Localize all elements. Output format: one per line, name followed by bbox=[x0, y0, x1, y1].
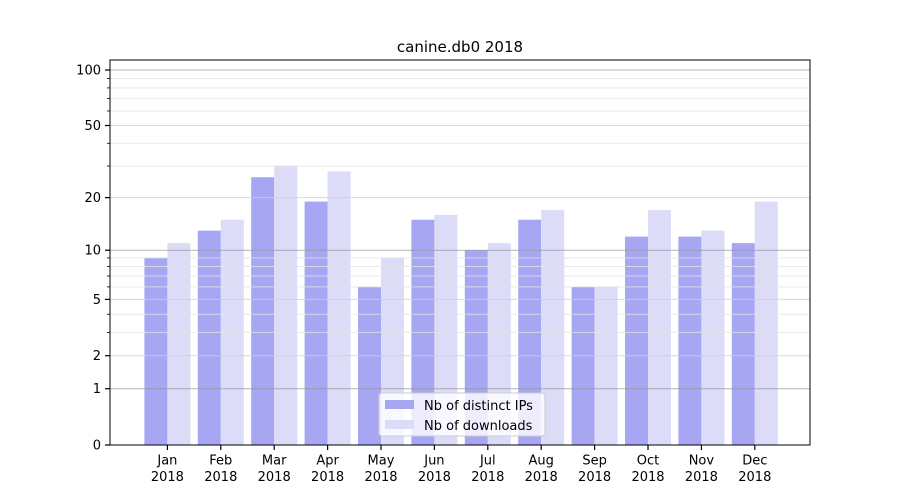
bar-jun-downloads bbox=[434, 214, 458, 445]
x-tick-label-sep: Sep bbox=[582, 454, 607, 469]
y-tick-label-10: 10 bbox=[84, 244, 101, 259]
axes-layer: 0125102050100Jan2018Feb2018Mar2018Apr201… bbox=[76, 64, 771, 486]
x-tick-label-may: May bbox=[368, 454, 395, 469]
x-tick-label-apr: Apr bbox=[316, 454, 339, 469]
bar-feb-distinct-ips bbox=[197, 230, 221, 445]
x-tick-year-apr: 2018 bbox=[311, 470, 344, 485]
bar-jan-downloads bbox=[167, 243, 191, 445]
x-tick-label-dec: Dec bbox=[742, 454, 767, 469]
legend-swatch-distinct-ips bbox=[385, 400, 414, 409]
x-tick-year-may: 2018 bbox=[364, 470, 397, 485]
x-tick-year-aug: 2018 bbox=[525, 470, 558, 485]
gridlines-layer bbox=[110, 69, 810, 390]
x-tick-year-feb: 2018 bbox=[204, 470, 237, 485]
x-tick-year-dec: 2018 bbox=[738, 470, 771, 485]
bar-nov-downloads bbox=[701, 230, 725, 445]
y-tick-label-0: 0 bbox=[93, 439, 101, 454]
bar-mar-downloads bbox=[274, 166, 298, 445]
x-tick-label-jan: Jan bbox=[156, 454, 177, 469]
y-tick-label-5: 5 bbox=[93, 293, 101, 308]
legend-box bbox=[378, 392, 546, 437]
legend-label-distinct-ips: Nb of distinct IPs bbox=[424, 399, 533, 414]
bar-mar-distinct-ips bbox=[251, 177, 275, 445]
legend-label-downloads: Nb of downloads bbox=[424, 419, 533, 434]
x-tick-label-aug: Aug bbox=[529, 454, 554, 469]
bar-oct-downloads bbox=[648, 210, 671, 445]
x-tick-year-jun: 2018 bbox=[418, 470, 451, 485]
y-tick-label-20: 20 bbox=[84, 191, 101, 206]
bar-sep-downloads bbox=[594, 286, 618, 445]
y-tick-label-100: 100 bbox=[76, 64, 101, 79]
y-tick-label-50: 50 bbox=[84, 119, 101, 134]
bar-apr-downloads bbox=[327, 171, 351, 445]
plot-frame bbox=[109, 59, 811, 446]
legend-swatch-downloads bbox=[385, 420, 414, 429]
bar-apr-distinct-ips bbox=[304, 201, 328, 445]
bar-aug-downloads bbox=[541, 210, 565, 445]
bar-dec-distinct-ips bbox=[731, 243, 755, 445]
y-tick-label-1: 1 bbox=[93, 382, 101, 397]
y-tick-label-2: 2 bbox=[93, 349, 101, 364]
x-tick-label-mar: Mar bbox=[262, 454, 287, 469]
x-tick-year-mar: 2018 bbox=[258, 470, 291, 485]
x-tick-year-sep: 2018 bbox=[578, 470, 611, 485]
x-tick-label-jul: Jul bbox=[479, 454, 496, 469]
chart-title: canine.db0 2018 bbox=[397, 38, 523, 56]
x-tick-year-oct: 2018 bbox=[631, 470, 664, 485]
bar-nov-distinct-ips bbox=[678, 236, 702, 445]
x-tick-label-jun: Jun bbox=[423, 454, 444, 469]
legend: Nb of distinct IPs Nb of downloads bbox=[378, 392, 546, 437]
bar-sep-distinct-ips bbox=[571, 286, 595, 445]
bar-may-distinct-ips bbox=[358, 286, 381, 445]
x-tick-label-oct: Oct bbox=[637, 454, 659, 469]
x-tick-year-nov: 2018 bbox=[685, 470, 718, 485]
bar-dec-downloads bbox=[754, 201, 778, 445]
bar-jan-distinct-ips bbox=[144, 257, 168, 445]
x-tick-year-jan: 2018 bbox=[151, 470, 184, 485]
bar-oct-distinct-ips bbox=[625, 236, 648, 445]
x-tick-label-feb: Feb bbox=[209, 454, 232, 469]
x-tick-year-jul: 2018 bbox=[471, 470, 504, 485]
x-tick-label-nov: Nov bbox=[689, 454, 715, 469]
